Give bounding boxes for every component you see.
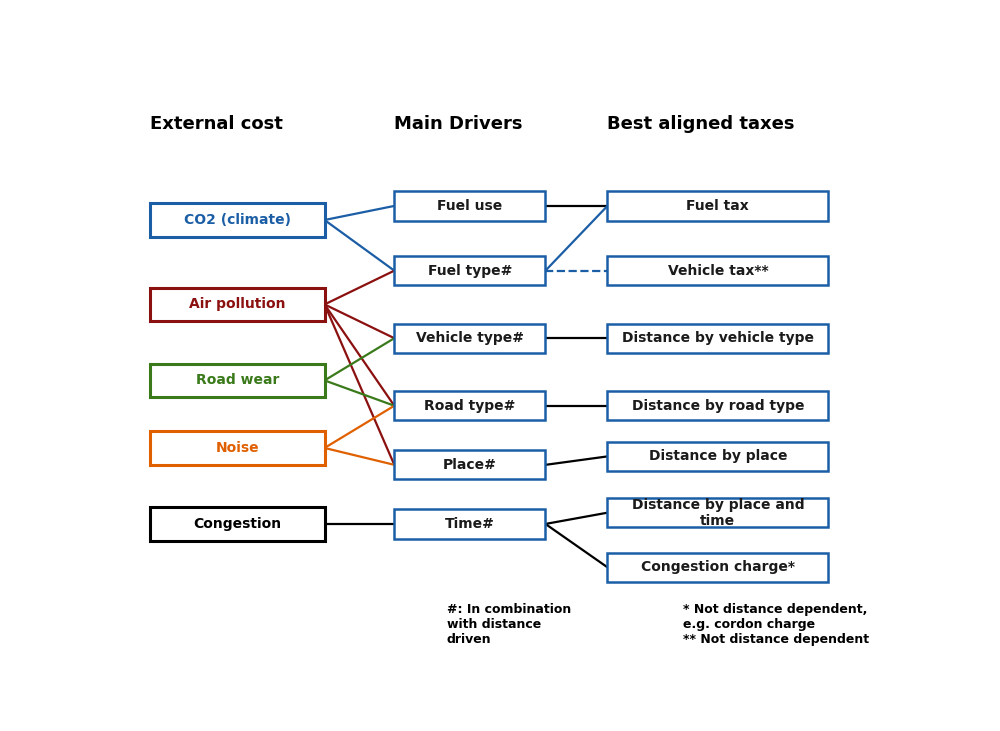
Text: Noise: Noise — [216, 441, 259, 455]
FancyBboxPatch shape — [607, 442, 828, 471]
Text: Distance by place: Distance by place — [649, 450, 787, 463]
Text: #: In combination
with distance
driven: #: In combination with distance driven — [447, 603, 571, 645]
FancyBboxPatch shape — [150, 507, 325, 541]
Text: Fuel type#: Fuel type# — [428, 264, 512, 278]
Text: Vehicle type#: Vehicle type# — [416, 331, 524, 345]
Text: Best aligned taxes: Best aligned taxes — [607, 115, 795, 133]
Text: Road type#: Road type# — [424, 398, 516, 413]
FancyBboxPatch shape — [394, 324, 545, 353]
Text: Time#: Time# — [445, 517, 495, 531]
FancyBboxPatch shape — [394, 192, 545, 221]
Text: Place#: Place# — [443, 458, 497, 471]
FancyBboxPatch shape — [394, 256, 545, 285]
Text: Road wear: Road wear — [196, 374, 279, 387]
Text: Distance by road type: Distance by road type — [632, 398, 804, 413]
Text: Fuel tax: Fuel tax — [686, 199, 749, 213]
Text: Fuel use: Fuel use — [437, 199, 503, 213]
Text: External cost: External cost — [150, 115, 283, 133]
FancyBboxPatch shape — [607, 391, 828, 420]
FancyBboxPatch shape — [607, 324, 828, 353]
FancyBboxPatch shape — [394, 391, 545, 420]
FancyBboxPatch shape — [394, 450, 545, 480]
FancyBboxPatch shape — [607, 192, 828, 221]
FancyBboxPatch shape — [150, 287, 325, 322]
Text: * Not distance dependent,
e.g. cordon charge
** Not distance dependent: * Not distance dependent, e.g. cordon ch… — [683, 603, 869, 645]
FancyBboxPatch shape — [394, 510, 545, 539]
FancyBboxPatch shape — [607, 256, 828, 285]
FancyBboxPatch shape — [150, 431, 325, 465]
Text: Distance by vehicle type: Distance by vehicle type — [622, 331, 814, 345]
FancyBboxPatch shape — [150, 203, 325, 237]
FancyBboxPatch shape — [150, 363, 325, 398]
Text: Distance by place and
time: Distance by place and time — [632, 498, 804, 528]
Text: CO2 (climate): CO2 (climate) — [184, 213, 291, 227]
Text: Congestion charge*: Congestion charge* — [641, 560, 795, 575]
Text: Congestion: Congestion — [193, 517, 281, 531]
FancyBboxPatch shape — [607, 498, 828, 527]
FancyBboxPatch shape — [607, 553, 828, 582]
Text: Air pollution: Air pollution — [189, 298, 286, 311]
Text: Vehicle tax**: Vehicle tax** — [668, 264, 768, 278]
Text: Main Drivers: Main Drivers — [394, 115, 523, 133]
